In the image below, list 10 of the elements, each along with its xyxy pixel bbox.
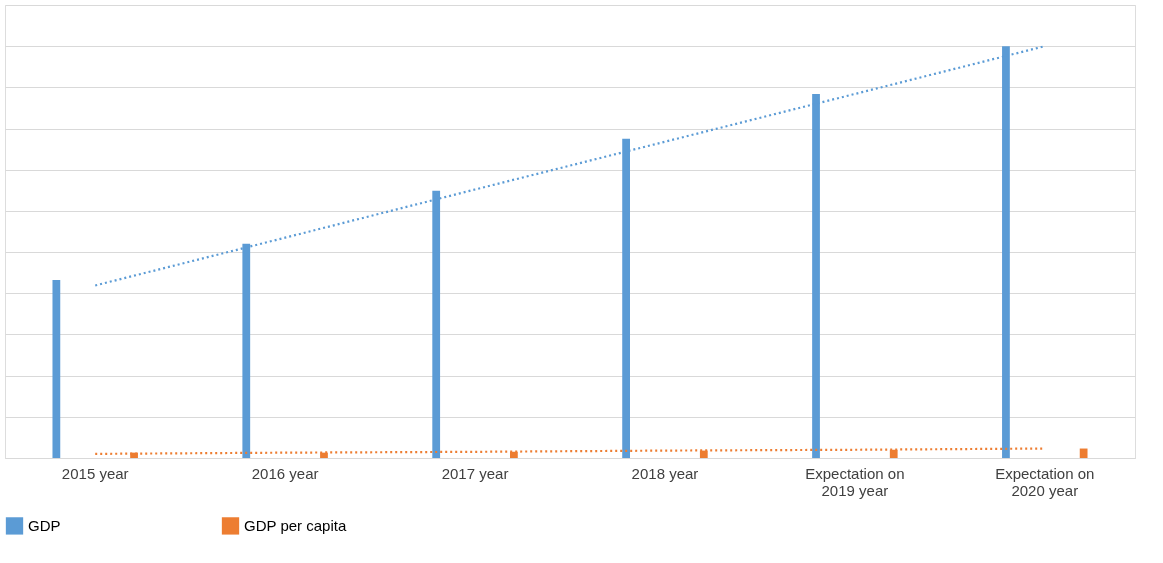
bar [52, 280, 61, 458]
x-tick-label: 2017 year [441, 464, 509, 482]
bar [1079, 448, 1088, 458]
x-tick-label: Expectation on 2019 year [805, 464, 905, 499]
x-tick-label: Expectation on 2020 year [995, 464, 1095, 499]
legend-label: GDP per capita [244, 516, 347, 534]
x-tick-label: 2016 year [251, 464, 319, 482]
x-tick-label: 2018 year [631, 464, 699, 482]
x-tick-label: 2015 year [61, 464, 129, 482]
legend-label: GDP [28, 516, 61, 534]
